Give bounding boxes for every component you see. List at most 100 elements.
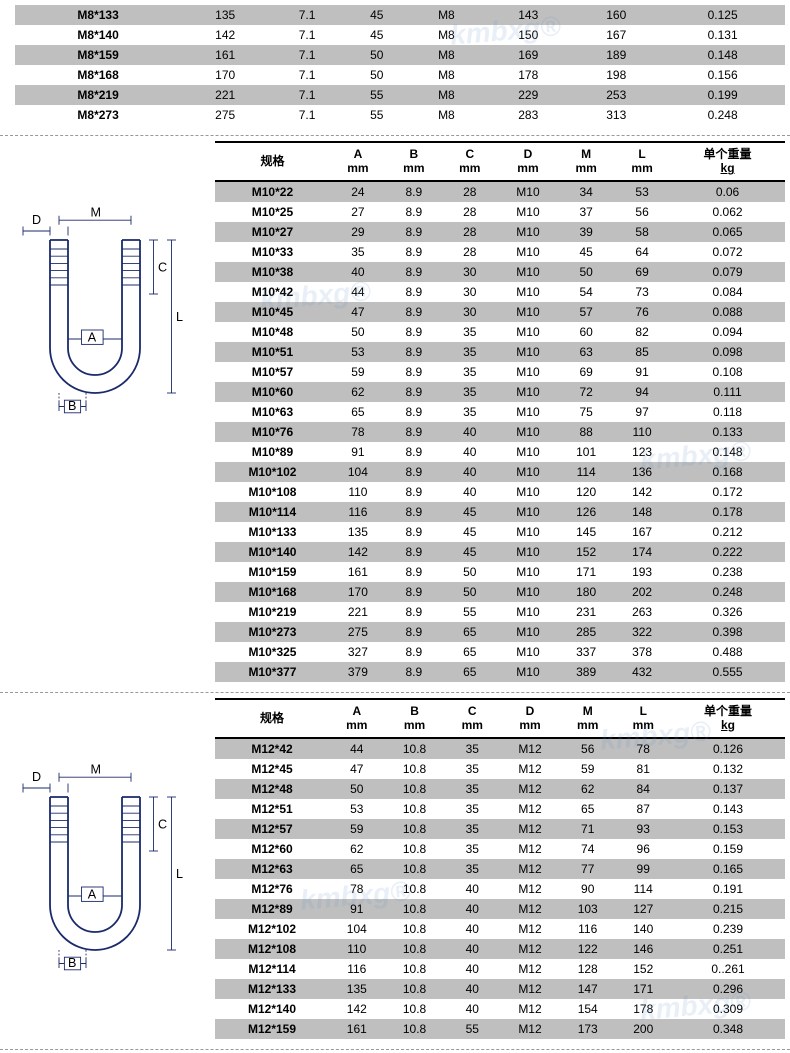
cell-c: 35 — [445, 759, 501, 779]
cell-c: 30 — [442, 302, 498, 322]
cell-d: M10 — [498, 402, 558, 422]
svg-text:L: L — [176, 867, 183, 881]
cell-spec: M12*76 — [215, 879, 329, 899]
cell-b: 8.9 — [386, 302, 442, 322]
table-column: 规格 Amm Bmm Cmm Dmm Mmm Lmm 单个重量kg M10*22… — [205, 141, 785, 682]
svg-text:C: C — [158, 817, 167, 831]
cell-d: M8 — [409, 65, 485, 85]
cell-d: M12 — [500, 799, 560, 819]
spec-section: D M C L A B 规格 Amm Bmm Cmm Dmm Mmm Lmm 单… — [0, 136, 790, 693]
table-row: M10*42 44 8.9 30 M10 54 73 0.084 — [215, 282, 785, 302]
cell-c: 35 — [445, 779, 501, 799]
cell-c: 55 — [442, 602, 498, 622]
cell-l: 87 — [615, 799, 671, 819]
cell-weight: 0.248 — [660, 105, 785, 125]
cell-d: M12 — [500, 999, 560, 1019]
cell-spec: M10*51 — [215, 342, 330, 362]
cell-b: 10.8 — [385, 939, 445, 959]
cell-a: 104 — [330, 462, 386, 482]
cell-d: M12 — [500, 959, 560, 979]
cell-l: 56 — [614, 202, 670, 222]
table-row: M10*22 24 8.9 28 M10 34 53 0.06 — [215, 181, 785, 202]
cell-spec: M12*114 — [215, 959, 329, 979]
cell-d: M10 — [498, 622, 558, 642]
cell-l: 202 — [614, 582, 670, 602]
table-row: M10*325 327 8.9 65 M10 337 378 0.488 — [215, 642, 785, 662]
cell-b: 8.9 — [386, 502, 442, 522]
cell-c: 28 — [442, 242, 498, 262]
svg-text:B: B — [68, 956, 76, 970]
cell-spec: M10*140 — [215, 542, 330, 562]
table-row: M12*140 142 10.8 40 M12 154 178 0.309 — [215, 999, 785, 1019]
cell-spec: M10*219 — [215, 602, 330, 622]
cell-l: 82 — [614, 322, 670, 342]
col-d: Dmm — [498, 142, 558, 181]
cell-weight: 0.137 — [671, 779, 785, 799]
cell-spec: M12*51 — [215, 799, 329, 819]
cell-spec: M10*25 — [215, 202, 330, 222]
cell-a: 221 — [330, 602, 386, 622]
table-row: M12*63 65 10.8 35 M12 77 99 0.165 — [215, 859, 785, 879]
cell-a: 91 — [329, 899, 385, 919]
cell-l: 69 — [614, 262, 670, 282]
cell-weight: 0.148 — [670, 442, 785, 462]
col-m: Mmm — [558, 142, 614, 181]
cell-a: 59 — [329, 819, 385, 839]
col-d: Dmm — [500, 699, 560, 738]
cell-b: 8.9 — [386, 202, 442, 222]
col-b: Bmm — [385, 699, 445, 738]
cell-c: 55 — [445, 1019, 501, 1039]
cell-m: 77 — [560, 859, 616, 879]
cell-a: 275 — [330, 622, 386, 642]
cell-weight: 0.222 — [670, 542, 785, 562]
cell-m: 285 — [558, 622, 614, 642]
cell-c: 55 — [345, 105, 409, 125]
cell-weight: 0.111 — [670, 382, 785, 402]
table-row: M10*140 142 8.9 45 M10 152 174 0.222 — [215, 542, 785, 562]
col-spec: 规格 — [215, 699, 329, 738]
cell-a: 65 — [329, 859, 385, 879]
table-row: M10*377 379 8.9 65 M10 389 432 0.555 — [215, 662, 785, 682]
cell-d: M12 — [500, 979, 560, 999]
cell-l: 313 — [572, 105, 660, 125]
cell-m: 114 — [558, 462, 614, 482]
cell-l: 76 — [614, 302, 670, 322]
cell-d: M8 — [409, 45, 485, 65]
cell-c: 45 — [442, 542, 498, 562]
svg-text:A: A — [88, 331, 97, 345]
cell-c: 40 — [445, 939, 501, 959]
cell-c: 40 — [442, 442, 498, 462]
cell-l: 84 — [615, 779, 671, 799]
cell-d: M10 — [498, 342, 558, 362]
table-column: 规格 Amm Bmm Cmm Dmm Mmm Lmm 单个重量kg M12*42… — [205, 698, 785, 1039]
cell-l: 91 — [614, 362, 670, 382]
cell-b: 10.8 — [385, 738, 445, 759]
cell-m: 90 — [560, 879, 616, 899]
table-row: M12*48 50 10.8 35 M12 62 84 0.137 — [215, 779, 785, 799]
cell-weight: 0.065 — [670, 222, 785, 242]
cell-m: 171 — [558, 562, 614, 582]
cell-m: 71 — [560, 819, 616, 839]
cell-m: 72 — [558, 382, 614, 402]
cell-a: 116 — [330, 502, 386, 522]
cell-m: 150 — [484, 25, 572, 45]
cell-weight: 0.084 — [670, 282, 785, 302]
table-row: M8*273 275 7.1 55 M8 283 313 0.248 — [15, 105, 785, 125]
cell-spec: M10*273 — [215, 622, 330, 642]
cell-m: 37 — [558, 202, 614, 222]
spec-section: D M C L A B 规格 Amm Bmm Cmm Dmm Mmm Lmm 单… — [0, 693, 790, 1050]
cell-weight: 0.094 — [670, 322, 785, 342]
cell-m: 389 — [558, 662, 614, 682]
cell-l: 263 — [614, 602, 670, 622]
cell-a: 161 — [329, 1019, 385, 1039]
table-row: M12*60 62 10.8 35 M12 74 96 0.159 — [215, 839, 785, 859]
cell-d: M10 — [498, 442, 558, 462]
cell-m: 120 — [558, 482, 614, 502]
cell-b: 8.9 — [386, 642, 442, 662]
cell-d: M10 — [498, 522, 558, 542]
cell-spec: M12*60 — [215, 839, 329, 859]
cell-spec: M12*140 — [215, 999, 329, 1019]
cell-weight: 0.172 — [670, 482, 785, 502]
cell-l: 64 — [614, 242, 670, 262]
cell-m: 337 — [558, 642, 614, 662]
